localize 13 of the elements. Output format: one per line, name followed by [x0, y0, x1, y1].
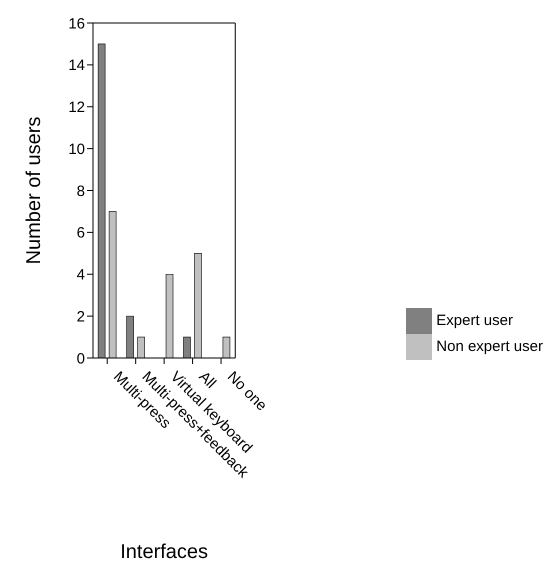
legend-label: Non expert user — [436, 338, 543, 355]
y-tick-label: 16 — [68, 15, 85, 32]
y-tick-label: 10 — [68, 140, 85, 158]
y-tick-label: 0 — [76, 350, 85, 368]
y-tick-label: 8 — [76, 182, 85, 200]
y-tick-label: 14 — [68, 57, 85, 74]
y-axis-title: Number of users — [23, 116, 46, 264]
y-tick-label: 6 — [76, 224, 85, 242]
y-tick-label: 12 — [68, 99, 85, 116]
legend-label: Expert user — [436, 312, 513, 329]
x-axis-title: Interfaces — [120, 541, 208, 563]
y-tick-label: 4 — [76, 266, 85, 284]
y-tick-label: 2 — [76, 308, 85, 326]
